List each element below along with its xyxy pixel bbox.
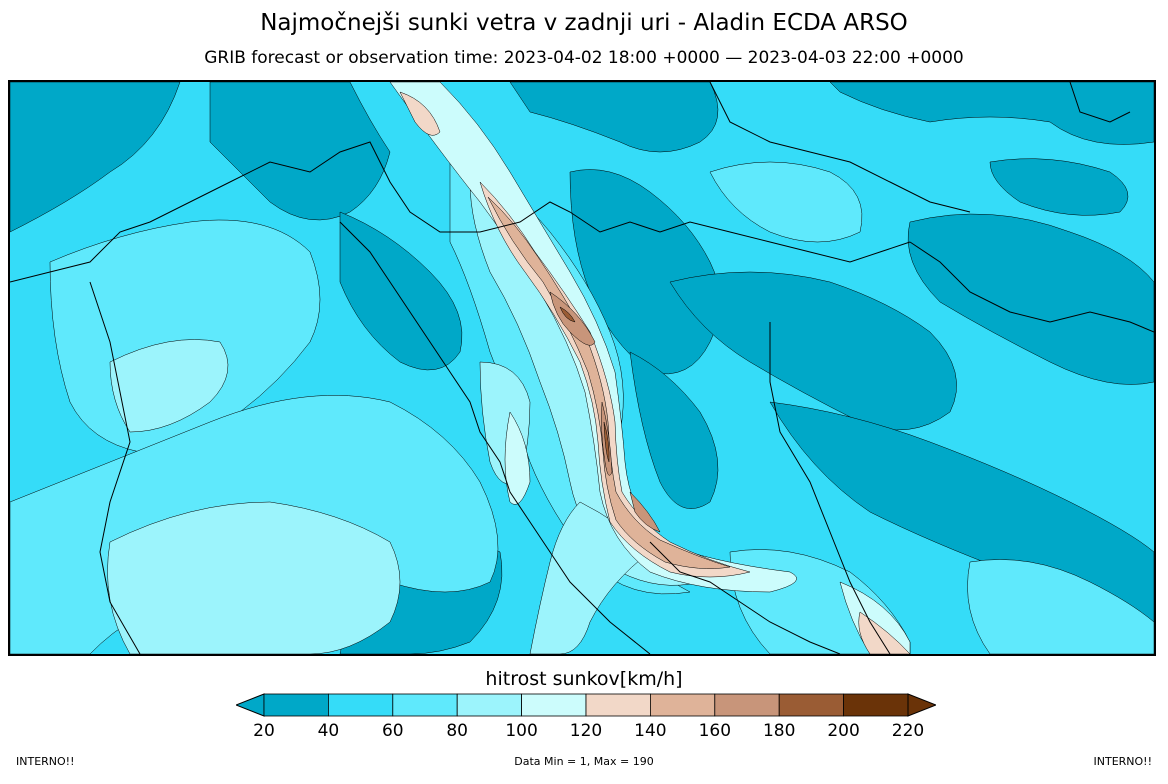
colorbar-segment	[714, 693, 780, 717]
colorbar-segment	[778, 693, 845, 717]
colorbar-tick-label: 60	[381, 721, 404, 741]
footer-data-range: Data Min = 1, Max = 190	[514, 755, 654, 768]
colorbar-segment	[521, 693, 587, 717]
map-subtitle: GRIB forecast or observation time: 2023-…	[204, 48, 964, 68]
colorbar	[236, 693, 936, 717]
colorbar-tick-label: 200	[827, 721, 860, 741]
colorbar-tick-label: 40	[317, 721, 340, 741]
footer-left-label: INTERNO!!	[16, 755, 75, 768]
colorbar-tick-label: 160	[698, 721, 732, 741]
colorbar-segment	[585, 693, 651, 717]
colorbar-segment	[456, 693, 522, 717]
colorbar-tick-label: 100	[505, 721, 538, 741]
colorbar-segment	[263, 693, 329, 717]
colorbar-tick-label: 80	[446, 721, 468, 741]
colorbar-segment	[843, 693, 909, 717]
colorbar-segment	[328, 693, 394, 717]
colorbar-tick-label: 20	[253, 721, 275, 741]
border-lines	[10, 82, 1154, 654]
colorbar-tick-label: 180	[762, 721, 796, 741]
footer-right-label: INTERNO!!	[1093, 755, 1153, 768]
colorbar-tick-label: 140	[634, 721, 667, 741]
colorbar-tick-label: 220	[891, 721, 925, 741]
colorbar-under-arrow	[236, 693, 265, 717]
wind-gust-map[interactable]	[8, 80, 1156, 656]
colorbar-tick-label: 120	[569, 721, 603, 741]
map-title: Najmočnejši sunki vetra v zadnji uri - A…	[260, 10, 908, 36]
contour-180-200	[559, 306, 610, 463]
contour-20-40	[10, 82, 1154, 654]
colorbar-over-arrow	[907, 693, 936, 717]
colorbar-segment	[649, 693, 716, 717]
legend-title: hitrost sunkov[km/h]	[485, 668, 683, 690]
colorbar-segment	[392, 693, 458, 717]
